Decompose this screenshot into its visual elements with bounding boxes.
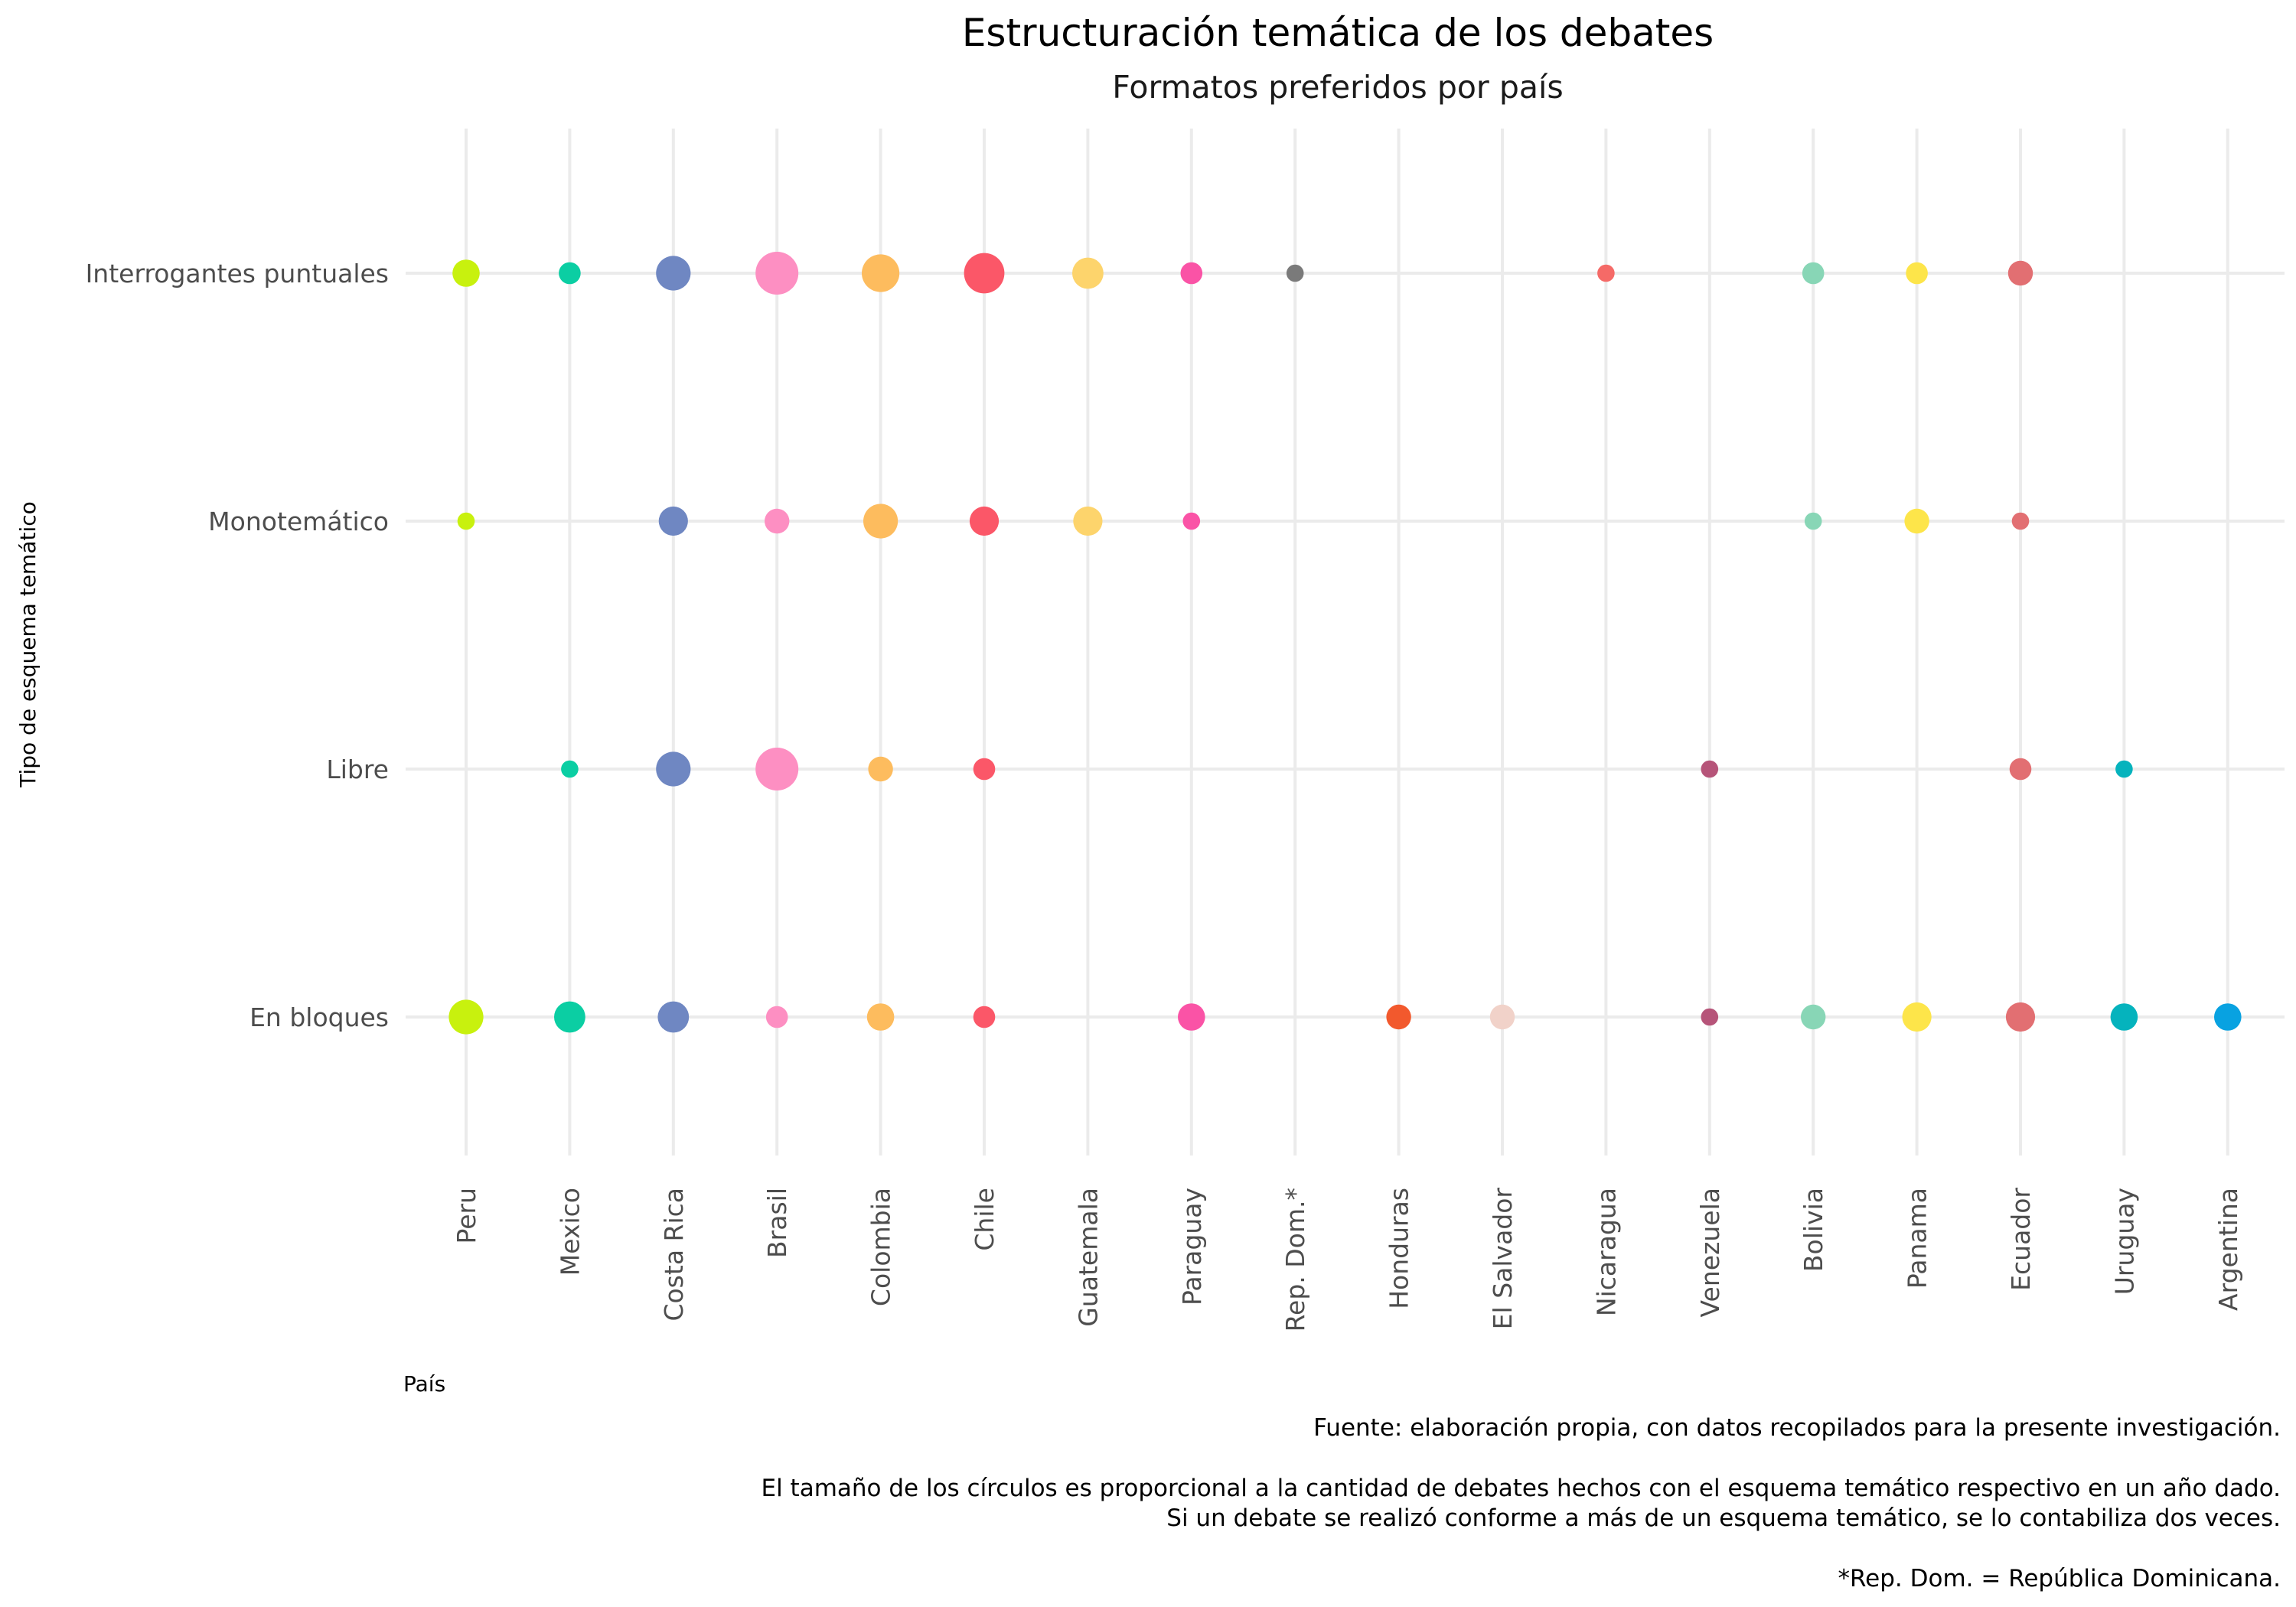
x-tick-argentina: Argentina <box>2213 1188 2243 1311</box>
x-tick-panama: Panama <box>1903 1188 1932 1289</box>
point-venezuela-libre <box>1701 760 1719 778</box>
chart-subtitle: Formatos preferidos por país <box>1112 69 1563 106</box>
point-ecuador-monotematico <box>2011 512 2030 530</box>
x-tick-bolivia: Bolivia <box>1799 1188 1828 1272</box>
chart-title: Estructuración temática de los debates <box>962 11 1714 55</box>
point-paraguay-monotematico <box>1182 512 1201 530</box>
point-mexico-en-bloques <box>554 1001 585 1033</box>
x-tick-chile: Chile <box>970 1188 1000 1251</box>
point-ecuador-libre <box>2009 758 2032 781</box>
point-colombia-en-bloques <box>866 1003 895 1031</box>
caption: Fuente: elaboración propia, con datos re… <box>762 1414 2281 1592</box>
point-guatemala-interrogantes-puntuales <box>1072 257 1104 289</box>
point-colombia-interrogantes-puntuales <box>862 254 900 292</box>
caption-note-line2: Si un debate se realizó conforme a más d… <box>1166 1504 2281 1532</box>
point-panama-monotematico <box>1904 508 1929 534</box>
point-rep-dom-interrogantes-puntuales <box>1286 264 1304 282</box>
y-tick-en-bloques: En bloques <box>249 1002 389 1032</box>
point-uruguay-libre <box>2115 760 2133 778</box>
point-bolivia-monotematico <box>1804 512 1822 530</box>
point-ecuador-en-bloques <box>2005 1002 2036 1032</box>
point-argentina-en-bloques <box>2214 1003 2242 1031</box>
x-tick-rep-dom: Rep. Dom.* <box>1280 1188 1310 1332</box>
point-peru-en-bloques <box>448 999 484 1035</box>
point-nicaragua-interrogantes-puntuales <box>1597 264 1615 282</box>
y-tick-libre: Libre <box>326 755 389 784</box>
y-axis-label: Tipo de esquema temático <box>15 501 41 788</box>
point-uruguay-en-bloques <box>2110 1003 2138 1031</box>
point-bolivia-interrogantes-puntuales <box>1802 262 1825 285</box>
point-brasil-en-bloques <box>765 1006 788 1028</box>
x-tick-labels: Peru Mexico Costa Rica Brasil Colombia Chile G… <box>452 1188 2243 1332</box>
x-tick-mexico: Mexico <box>555 1188 585 1276</box>
point-mexico-libre <box>561 760 579 778</box>
point-colombia-libre <box>868 756 893 782</box>
x-tick-el-salvador: El Salvador <box>1488 1188 1518 1330</box>
point-colombia-monotematico <box>863 504 899 539</box>
point-ecuador-interrogantes-puntuales <box>2007 260 2033 286</box>
point-brasil-monotematico <box>765 508 790 534</box>
point-venezuela-en-bloques <box>1701 1008 1719 1026</box>
point-costa-rica-en-bloques <box>657 1001 690 1033</box>
point-chile-interrogantes-puntuales <box>964 253 1005 294</box>
point-paraguay-interrogantes-puntuales <box>1180 262 1203 285</box>
y-tick-interrogantes-puntuales: Interrogantes puntuales <box>86 259 389 288</box>
point-brasil-libre <box>755 748 799 790</box>
x-tick-ecuador: Ecuador <box>2006 1188 2036 1291</box>
x-tick-guatemala: Guatemala <box>1073 1188 1103 1327</box>
x-tick-nicaragua: Nicaragua <box>1591 1188 1621 1316</box>
point-chile-libre <box>973 758 996 781</box>
grid-lines <box>406 129 2285 1156</box>
point-peru-monotematico <box>457 512 475 530</box>
x-tick-honduras: Honduras <box>1384 1188 1414 1309</box>
point-panama-en-bloques <box>1902 1002 1932 1032</box>
point-costa-rica-libre <box>656 751 691 787</box>
caption-footnote: *Rep. Dom. = República Dominicana. <box>1838 1565 2281 1592</box>
x-tick-uruguay: Uruguay <box>2109 1188 2139 1295</box>
x-tick-venezuela: Venezuela <box>1695 1188 1725 1317</box>
x-tick-costa-rica: Costa Rica <box>659 1188 689 1322</box>
y-tick-labels: Interrogantes puntuales Monotemático Libre… <box>86 259 389 1032</box>
caption-note-line1: El tamaño de los círculos es proporciona… <box>762 1475 2281 1502</box>
caption-source: Fuente: elaboración propia, con datos re… <box>1313 1414 2281 1442</box>
point-brasil-interrogantes-puntuales <box>755 252 799 295</box>
x-tick-colombia: Colombia <box>866 1188 896 1306</box>
x-tick-peru: Peru <box>452 1188 481 1244</box>
point-chile-en-bloques <box>973 1006 996 1028</box>
point-mexico-interrogantes-puntuales <box>559 262 581 285</box>
point-paraguay-en-bloques <box>1178 1003 1205 1031</box>
point-chile-monotematico <box>969 506 1000 536</box>
point-peru-interrogantes-puntuales <box>452 259 480 287</box>
data-points <box>448 252 2242 1035</box>
point-bolivia-en-bloques <box>1801 1004 1826 1030</box>
point-guatemala-monotematico <box>1073 506 1103 536</box>
x-tick-brasil: Brasil <box>762 1188 792 1258</box>
y-tick-monotematico: Monotemático <box>208 507 389 536</box>
x-axis-label: País <box>403 1371 445 1397</box>
point-costa-rica-monotematico <box>658 506 688 536</box>
point-panama-interrogantes-puntuales <box>1906 262 1928 285</box>
point-el-salvador-en-bloques <box>1489 1004 1515 1030</box>
x-tick-paraguay: Paraguay <box>1177 1188 1207 1305</box>
point-costa-rica-interrogantes-puntuales <box>656 256 691 291</box>
point-honduras-en-bloques <box>1386 1004 1411 1030</box>
